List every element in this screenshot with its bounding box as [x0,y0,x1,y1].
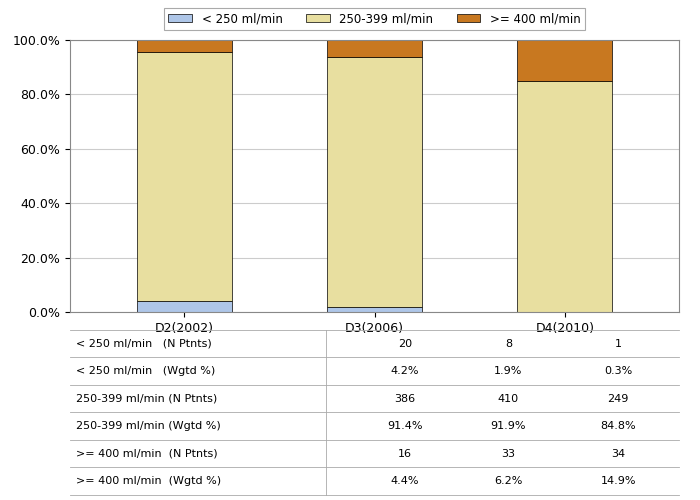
Text: 20: 20 [398,338,412,348]
Legend: < 250 ml/min, 250-399 ml/min, >= 400 ml/min: < 250 ml/min, 250-399 ml/min, >= 400 ml/… [164,8,585,30]
Text: 6.2%: 6.2% [494,476,523,486]
Text: 91.9%: 91.9% [491,421,526,431]
Text: 1: 1 [615,338,622,348]
Text: >= 400 ml/min  (Wgtd %): >= 400 ml/min (Wgtd %) [76,476,221,486]
Text: 386: 386 [394,394,416,404]
Text: 410: 410 [498,394,519,404]
Bar [517,40,612,80]
Text: 16: 16 [398,448,412,458]
Bar [517,80,612,312]
Text: 4.2%: 4.2% [391,366,419,376]
Bar [136,301,232,312]
Text: >= 400 ml/min  (N Ptnts): >= 400 ml/min (N Ptnts) [76,448,218,458]
Bar [327,57,422,307]
Text: 91.4%: 91.4% [387,421,423,431]
Text: 14.9%: 14.9% [601,476,636,486]
Text: 1.9%: 1.9% [494,366,523,376]
Text: 8: 8 [505,338,512,348]
Text: 250-399 ml/min (Wgtd %): 250-399 ml/min (Wgtd %) [76,421,220,431]
Text: 84.8%: 84.8% [601,421,636,431]
Bar [136,40,232,52]
Text: 34: 34 [611,448,625,458]
Text: < 250 ml/min   (Wgtd %): < 250 ml/min (Wgtd %) [76,366,216,376]
Text: 249: 249 [608,394,629,404]
Text: < 250 ml/min   (N Ptnts): < 250 ml/min (N Ptnts) [76,338,212,348]
Text: 0.3%: 0.3% [604,366,632,376]
Text: 33: 33 [501,448,515,458]
Bar [136,52,232,301]
Text: 250-399 ml/min (N Ptnts): 250-399 ml/min (N Ptnts) [76,394,217,404]
Bar [327,307,422,312]
Text: 4.4%: 4.4% [391,476,419,486]
Bar [327,40,422,57]
